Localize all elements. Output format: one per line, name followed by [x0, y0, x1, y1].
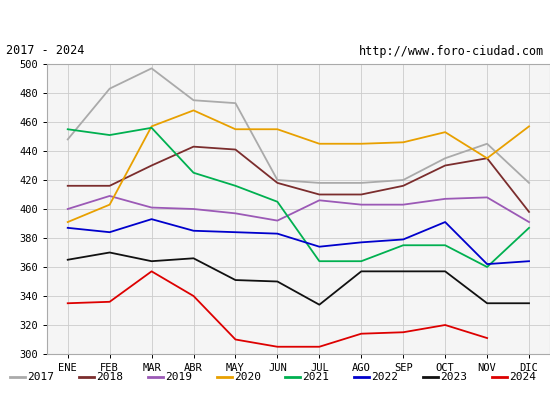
- Text: 2022: 2022: [371, 372, 398, 382]
- Text: 2017 - 2024: 2017 - 2024: [6, 44, 84, 58]
- Text: Evolucion del paro registrado en Belmez: Evolucion del paro registrado en Belmez: [127, 12, 423, 26]
- Text: 2023: 2023: [440, 372, 467, 382]
- Text: 2020: 2020: [234, 372, 261, 382]
- Text: 2018: 2018: [96, 372, 123, 382]
- Text: 2021: 2021: [302, 372, 329, 382]
- Text: 2017: 2017: [28, 372, 54, 382]
- Text: http://www.foro-ciudad.com: http://www.foro-ciudad.com: [359, 44, 544, 58]
- Text: 2019: 2019: [165, 372, 192, 382]
- Text: 2024: 2024: [509, 372, 536, 382]
